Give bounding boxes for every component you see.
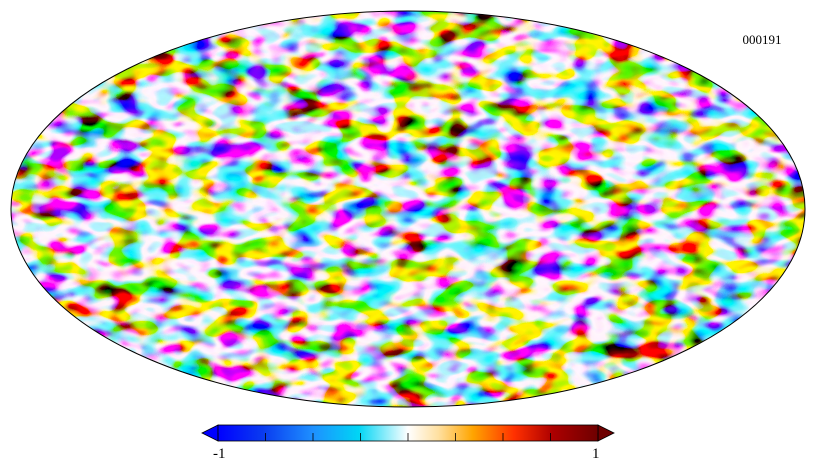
- map-id-label: 000191: [742, 32, 782, 47]
- map-border: [10, 10, 806, 408]
- colorbar-max-label: 1: [592, 446, 600, 462]
- colorbar: [201, 424, 615, 442]
- colorbar-left-arrow: [201, 424, 219, 442]
- colorbar-min-label: -1: [213, 446, 226, 462]
- colorbar-right-arrow: [597, 424, 615, 442]
- colorbar-ticks: [217, 433, 599, 441]
- map-field: [11, 11, 805, 407]
